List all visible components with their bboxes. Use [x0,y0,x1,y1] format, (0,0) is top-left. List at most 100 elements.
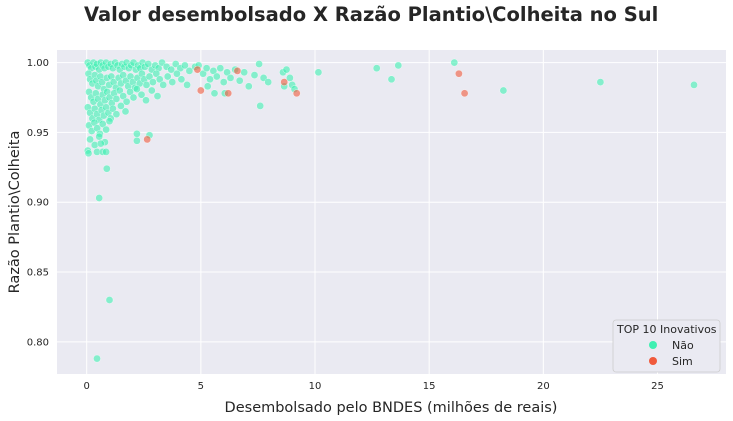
y-tick-label: 0.80 [27,337,49,348]
chart-title: Valor desembolsado X Razão Plantio\Colhe… [84,3,659,26]
data-point-sim [455,69,463,78]
data-point-nao [159,81,168,89]
x-tick-label: 10 [309,381,322,392]
data-point-nao [596,78,605,86]
data-points [83,58,698,363]
data-point-nao [185,67,194,75]
data-point-nao [96,139,105,148]
data-point-nao [121,107,130,116]
data-point-nao [137,90,146,99]
data-point-nao [117,102,125,110]
data-point-nao [240,68,249,77]
data-point-nao [95,194,104,202]
data-point-nao [210,89,219,98]
data-point-nao [133,129,141,138]
legend-title: TOP 10 Inovativos [616,323,717,336]
data-point-nao [203,82,212,91]
data-point-nao [155,75,164,84]
data-point-nao [394,61,403,70]
data-point-nao [264,78,273,86]
data-point-nao [209,67,218,75]
data-point-nao [372,64,381,73]
data-point-nao [133,85,141,93]
data-point-nao [202,64,211,73]
data-point-nao [499,86,508,95]
data-point-nao [122,97,131,106]
data-point-nao [181,61,189,70]
legend-label-nao: Não [672,339,694,352]
data-point-sim [193,65,202,74]
data-point-sim [460,89,469,98]
data-point-nao [255,60,263,68]
data-point-sim [196,86,205,95]
x-tick-label: 0 [83,381,89,392]
data-point-nao [167,65,176,74]
data-point-nao [153,92,162,100]
data-point-nao [183,81,191,89]
data-point-nao [105,296,114,304]
data-point-nao [93,354,101,363]
data-point-nao [173,69,181,78]
x-tick-label: 20 [537,381,550,392]
y-tick-label: 0.95 [27,128,49,139]
data-point-nao [129,93,138,102]
data-point-nao [163,72,172,81]
data-point-nao [223,68,231,77]
data-point-nao [226,74,235,82]
data-point-nao [450,58,459,67]
data-point-nao [142,81,151,89]
x-tick-label: 15 [423,381,436,392]
x-tick-label: 5 [198,381,204,392]
grid-lines [57,50,726,374]
data-point-nao [216,64,225,73]
data-point-nao [206,75,214,84]
data-point-nao [95,132,104,141]
data-point-nao [102,125,110,134]
data-point-nao [149,78,157,86]
data-point-nao [102,148,110,156]
data-point-nao [112,110,121,119]
data-point-nao [286,74,294,82]
data-point-nao [690,81,698,89]
data-point-nao [119,92,128,100]
data-point-nao [109,104,117,113]
data-point-nao [212,72,221,81]
legend: TOP 10 Inovativos Não Sim [612,319,721,373]
data-point-nao [142,96,150,105]
data-point-nao [235,76,244,85]
data-point-nao [314,68,323,77]
data-point-nao [219,78,228,86]
data-point-nao [105,117,114,126]
y-tick-label: 1.00 [27,58,49,69]
data-point-nao [168,78,177,86]
data-point-nao [98,120,107,128]
data-point-sim [233,67,242,75]
data-point-nao [112,95,121,103]
data-point-nao [244,82,253,91]
legend-label-sim: Sim [672,355,693,368]
tick-labels: 0 5 10 15 20 25 0.80 0.85 0.90 0.95 1.00 [27,58,664,392]
y-tick-label: 0.90 [27,198,49,209]
legend-box [612,319,721,373]
data-point-nao [86,135,94,144]
data-point-sim [143,135,152,144]
data-point-sim [224,89,233,98]
data-point-nao [102,164,111,173]
data-point-nao [147,86,156,95]
data-point-nao [126,88,134,96]
data-point-nao [256,102,265,110]
data-point-nao [282,65,291,74]
data-point-nao [145,72,154,81]
data-point-nao [177,75,186,84]
y-tick-label: 0.85 [27,268,49,279]
data-point-nao [152,69,161,78]
data-point-nao [250,71,259,79]
data-point-sim [280,78,289,86]
legend-marker-sim [649,357,657,365]
x-axis-label: Desembolsado pelo BNDES (milhões de reai… [225,400,558,416]
x-tick-label: 25 [651,381,664,392]
y-axis-label: Razão Plantio\Colheita [7,131,23,294]
data-point-nao [199,69,207,78]
data-point-nao [115,86,124,95]
